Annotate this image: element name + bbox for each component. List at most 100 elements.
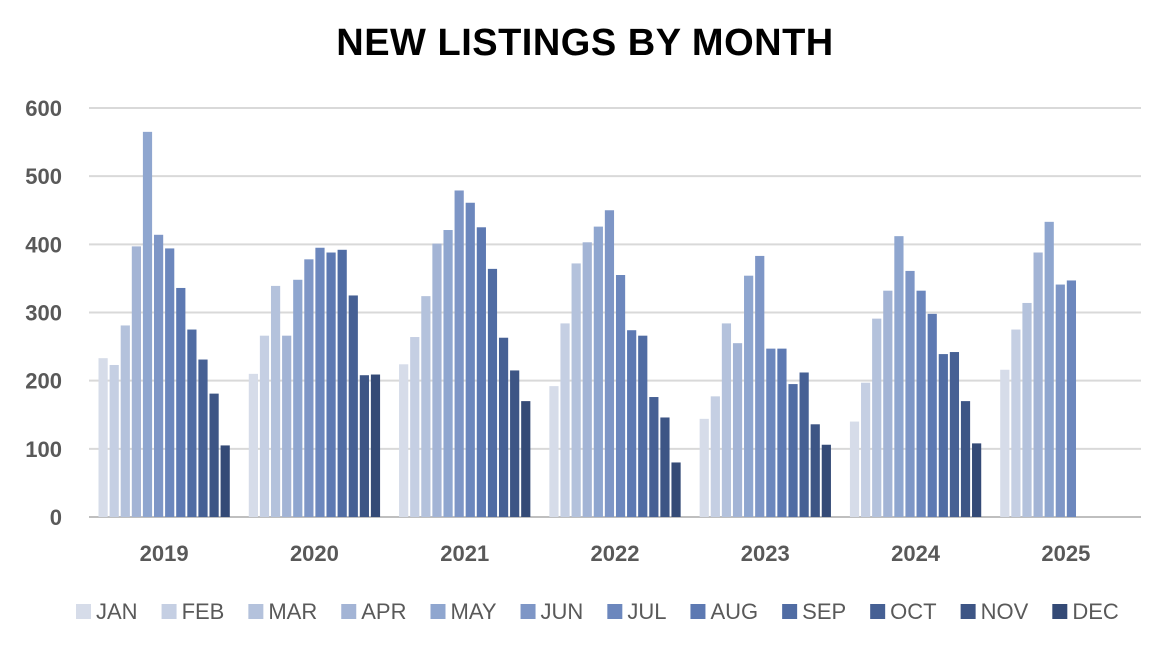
- x-tick-label: 2020: [290, 541, 339, 566]
- legend-label-apr: APR: [361, 599, 406, 624]
- legend-swatch-jan: [76, 604, 91, 619]
- legend-swatch-apr: [341, 604, 357, 619]
- bar-aug-2021: [476, 227, 486, 517]
- x-tick-label: 2022: [591, 541, 640, 566]
- legend-label-feb: FEB: [182, 599, 225, 624]
- bar-jun-2024: [905, 270, 915, 517]
- bar-jan-2022: [549, 386, 559, 517]
- bar-dec-2019: [220, 445, 230, 517]
- bar-aug-2022: [627, 330, 637, 517]
- legend-swatch-sep: [782, 604, 798, 619]
- bar-mar-2021: [421, 296, 431, 517]
- y-tick-label: 300: [25, 301, 62, 326]
- bar-mar-2019: [120, 325, 130, 517]
- bar-feb-2025: [1011, 329, 1021, 517]
- bar-jul-2025: [1066, 280, 1077, 517]
- bar-aug-2020: [326, 252, 336, 517]
- y-tick-label: 0: [50, 505, 62, 530]
- legend-label-sep: SEP: [802, 599, 846, 624]
- legend-label-jul: JUL: [627, 599, 666, 624]
- bar-jun-2021: [454, 190, 464, 517]
- bar-may-2020: [293, 279, 303, 517]
- bar-may-2024: [894, 236, 904, 518]
- bar-sep-2022: [638, 335, 648, 517]
- bar-apr-2023: [732, 343, 743, 517]
- legend-swatch-oct: [870, 604, 886, 619]
- x-tick-label: 2023: [741, 541, 790, 566]
- bar-jun-2022: [604, 210, 615, 517]
- x-tick-label: 2025: [1041, 541, 1090, 566]
- bar-apr-2020: [282, 335, 292, 517]
- bar-oct-2019: [198, 359, 208, 517]
- bar-dec-2024: [972, 443, 982, 517]
- bar-dec-2023: [821, 444, 831, 517]
- legend-label-jun: JUN: [541, 599, 584, 624]
- bar-jul-2022: [615, 275, 626, 517]
- bar-nov-2020: [359, 375, 369, 517]
- bar-may-2023: [744, 275, 754, 517]
- bar-nov-2023: [810, 424, 820, 517]
- bar-jan-2024: [849, 421, 860, 517]
- legend-label-may: MAY: [451, 599, 497, 624]
- bar-feb-2023: [710, 396, 720, 517]
- bar-feb-2024: [861, 382, 871, 517]
- bar-aug-2024: [927, 313, 937, 517]
- bar-feb-2020: [259, 335, 270, 517]
- bar-aug-2023: [777, 348, 787, 517]
- bar-jun-2025: [1055, 284, 1065, 517]
- legend-swatch-may: [430, 604, 446, 619]
- bar-may-2025: [1044, 221, 1054, 518]
- bar-feb-2019: [109, 364, 119, 517]
- chart-title: NEW LISTINGS BY MONTH: [336, 22, 834, 64]
- bar-apr-2021: [432, 243, 442, 517]
- bar-mar-2023: [721, 323, 732, 517]
- bar-nov-2022: [660, 417, 670, 517]
- bar-dec-2022: [671, 462, 681, 517]
- x-tick-label: 2024: [891, 541, 941, 566]
- bar-jul-2024: [916, 290, 926, 517]
- bar-sep-2021: [487, 268, 498, 517]
- x-tick-label: 2021: [440, 541, 489, 566]
- bar-mar-2024: [872, 318, 882, 517]
- y-tick-label: 500: [25, 164, 62, 189]
- legend-label-jan: JAN: [96, 599, 138, 624]
- bar-jul-2023: [766, 348, 776, 517]
- bar-feb-2021: [410, 337, 420, 517]
- bar-oct-2020: [348, 295, 358, 517]
- bar-apr-2019: [131, 246, 141, 517]
- y-tick-label: 200: [25, 369, 62, 394]
- x-tick-label: 2019: [140, 541, 189, 566]
- bar-mar-2020: [270, 285, 281, 517]
- bar-sep-2020: [337, 249, 347, 517]
- bar-may-2021: [443, 230, 453, 518]
- bar-nov-2019: [209, 393, 219, 517]
- bar-nov-2024: [960, 401, 971, 517]
- bar-mar-2022: [571, 263, 581, 517]
- bar-jan-2019: [98, 358, 108, 517]
- y-tick-label: 100: [25, 437, 62, 462]
- bar-jul-2019: [165, 248, 175, 517]
- bar-mar-2025: [1022, 302, 1032, 517]
- bar-jul-2021: [465, 202, 475, 518]
- legend-swatch-mar: [248, 604, 264, 619]
- legend-label-mar: MAR: [268, 599, 317, 624]
- bar-nov-2021: [510, 370, 520, 517]
- bar-feb-2022: [560, 323, 570, 517]
- bar-jan-2020: [248, 373, 258, 517]
- bar-oct-2024: [949, 352, 960, 517]
- legend-label-dec: DEC: [1072, 599, 1119, 624]
- bar-oct-2023: [799, 372, 809, 517]
- bar-jun-2020: [304, 259, 314, 517]
- bar-jul-2020: [315, 247, 325, 517]
- bar-sep-2024: [938, 354, 948, 517]
- legend-swatch-dec: [1052, 604, 1068, 619]
- bar-may-2019: [142, 131, 153, 517]
- bar-jan-2023: [699, 418, 709, 517]
- bar-apr-2025: [1033, 252, 1043, 517]
- bar-jun-2023: [755, 255, 765, 517]
- legend-label-oct: OCT: [890, 599, 936, 624]
- y-tick-label: 400: [25, 232, 62, 257]
- bar-apr-2022: [582, 242, 592, 517]
